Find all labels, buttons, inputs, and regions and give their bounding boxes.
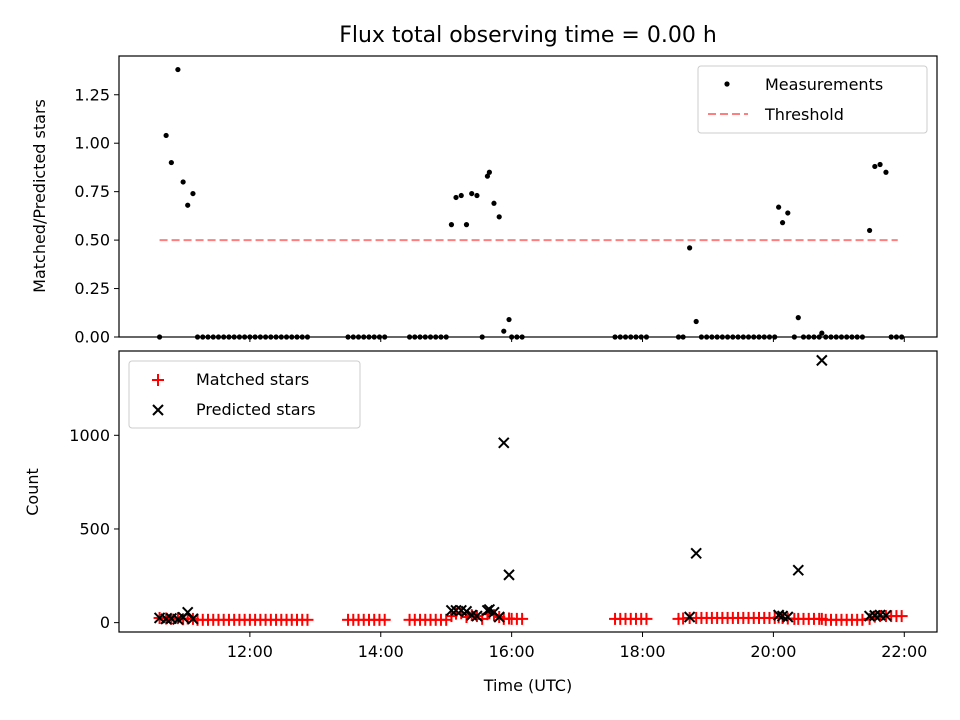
matched-star-point — [378, 613, 391, 626]
measurement-point — [506, 316, 512, 323]
bottom-legend-box — [128, 360, 361, 429]
measurement-point — [693, 318, 699, 325]
measurement-point — [785, 210, 791, 216]
top-legend-box — [697, 65, 928, 134]
measurement-point — [491, 200, 497, 206]
predicted-star-point — [880, 609, 892, 622]
predicted-star-point — [816, 354, 828, 367]
predicted-star-point — [471, 610, 483, 622]
predicted-star-point — [445, 604, 458, 617]
y-tick-label: 0.50 — [74, 231, 110, 250]
predicted-star-point — [498, 437, 510, 449]
predicted-star-point — [690, 547, 702, 560]
legend-measurements-label: Measurements — [765, 75, 883, 94]
measurement-point — [484, 173, 491, 179]
matched-star-point — [516, 612, 529, 625]
bottom-points-layer — [153, 354, 908, 626]
y-tick-label: 0.25 — [74, 279, 110, 298]
top-chart-title: Flux total observing time = 0.00 h — [339, 23, 717, 48]
measurement-point — [163, 132, 169, 139]
x-tick-label: 22:00 — [881, 642, 927, 661]
legend-predicted-label: Predicted stars — [196, 400, 316, 419]
matched-star-point — [301, 613, 314, 626]
x-tick-label: 12:00 — [227, 642, 273, 661]
predicted-star-point — [503, 569, 515, 581]
legend-threshold-label: Threshold — [764, 105, 844, 124]
measurement-point — [458, 192, 464, 199]
bottom-x-axis-label: Time (UTC) — [483, 676, 572, 695]
bottom-legend: Matched stars Predicted stars — [128, 360, 361, 429]
measurement-point — [877, 161, 883, 168]
bottom-y-axis-label: Count — [23, 468, 42, 516]
legend-matched-label: Matched stars — [196, 370, 309, 389]
y-tick-label: 1.00 — [74, 134, 110, 153]
measurement-point — [190, 190, 196, 197]
y-tick-label: 0.75 — [74, 182, 110, 201]
measurement-point — [872, 163, 878, 170]
bottom-y-ticks: 0 500 1000 — [69, 426, 119, 632]
measurement-point — [453, 194, 459, 201]
predicted-star-point — [792, 564, 804, 576]
predicted-star-point — [772, 609, 785, 621]
measurement-point — [486, 169, 492, 175]
top-legend: Measurements Threshold — [697, 65, 928, 134]
legend-matched-marker — [152, 374, 164, 386]
measurement-point — [819, 330, 825, 336]
top-plot-frame — [118, 55, 938, 338]
predicted-star-point — [187, 613, 199, 625]
measurement-point — [866, 227, 873, 234]
x-tick-label: 16:00 — [489, 642, 535, 661]
top-y-ticks: 0.00 0.25 0.50 0.75 1.00 1.25 — [74, 85, 119, 347]
measurement-point — [687, 245, 693, 251]
measurement-point — [185, 202, 191, 208]
bottom-plot-frame — [118, 350, 938, 633]
x-tick-label: 18:00 — [619, 642, 665, 661]
measurement-point — [175, 66, 181, 73]
predicted-star-point — [493, 611, 505, 623]
measurement-point — [883, 169, 889, 175]
measurement-point — [463, 222, 470, 228]
measurement-point — [180, 179, 186, 185]
measurement-point — [795, 315, 801, 321]
matched-star-point — [895, 610, 908, 623]
y-tick-label: 500 — [79, 519, 110, 538]
y-tick-label: 0.00 — [74, 328, 110, 347]
measurement-point — [474, 192, 480, 199]
matched-star-point — [640, 612, 653, 625]
predicted-star-point — [450, 604, 462, 617]
measurement-point — [776, 204, 782, 210]
measurement-point — [469, 190, 475, 197]
top-y-axis-label: Matched/Predicted stars — [30, 99, 49, 293]
measurement-point — [779, 220, 786, 226]
bottom-x-ticks: 12:00 14:00 16:00 18:00 20:00 22:00 — [227, 632, 927, 661]
x-tick-label: 14:00 — [358, 642, 404, 661]
legend-measurements-marker — [724, 81, 730, 87]
x-tick-label: 20:00 — [750, 642, 796, 661]
measurement-point — [448, 222, 455, 228]
predicted-star-point — [460, 605, 473, 618]
measurement-point — [496, 214, 502, 220]
legend-predicted-marker — [152, 404, 164, 416]
predicted-star-point — [683, 611, 696, 623]
y-tick-label: 1.25 — [74, 85, 110, 104]
measurement-point — [501, 328, 507, 334]
y-tick-label: 1000 — [69, 426, 110, 445]
y-tick-label: 0 — [100, 613, 110, 632]
predicted-star-point — [782, 611, 794, 623]
top-x-ticks — [249, 337, 905, 342]
top-subplot: Flux total observing time = 0.00 h 0.000… — [30, 23, 938, 347]
measurement-point — [168, 159, 174, 166]
